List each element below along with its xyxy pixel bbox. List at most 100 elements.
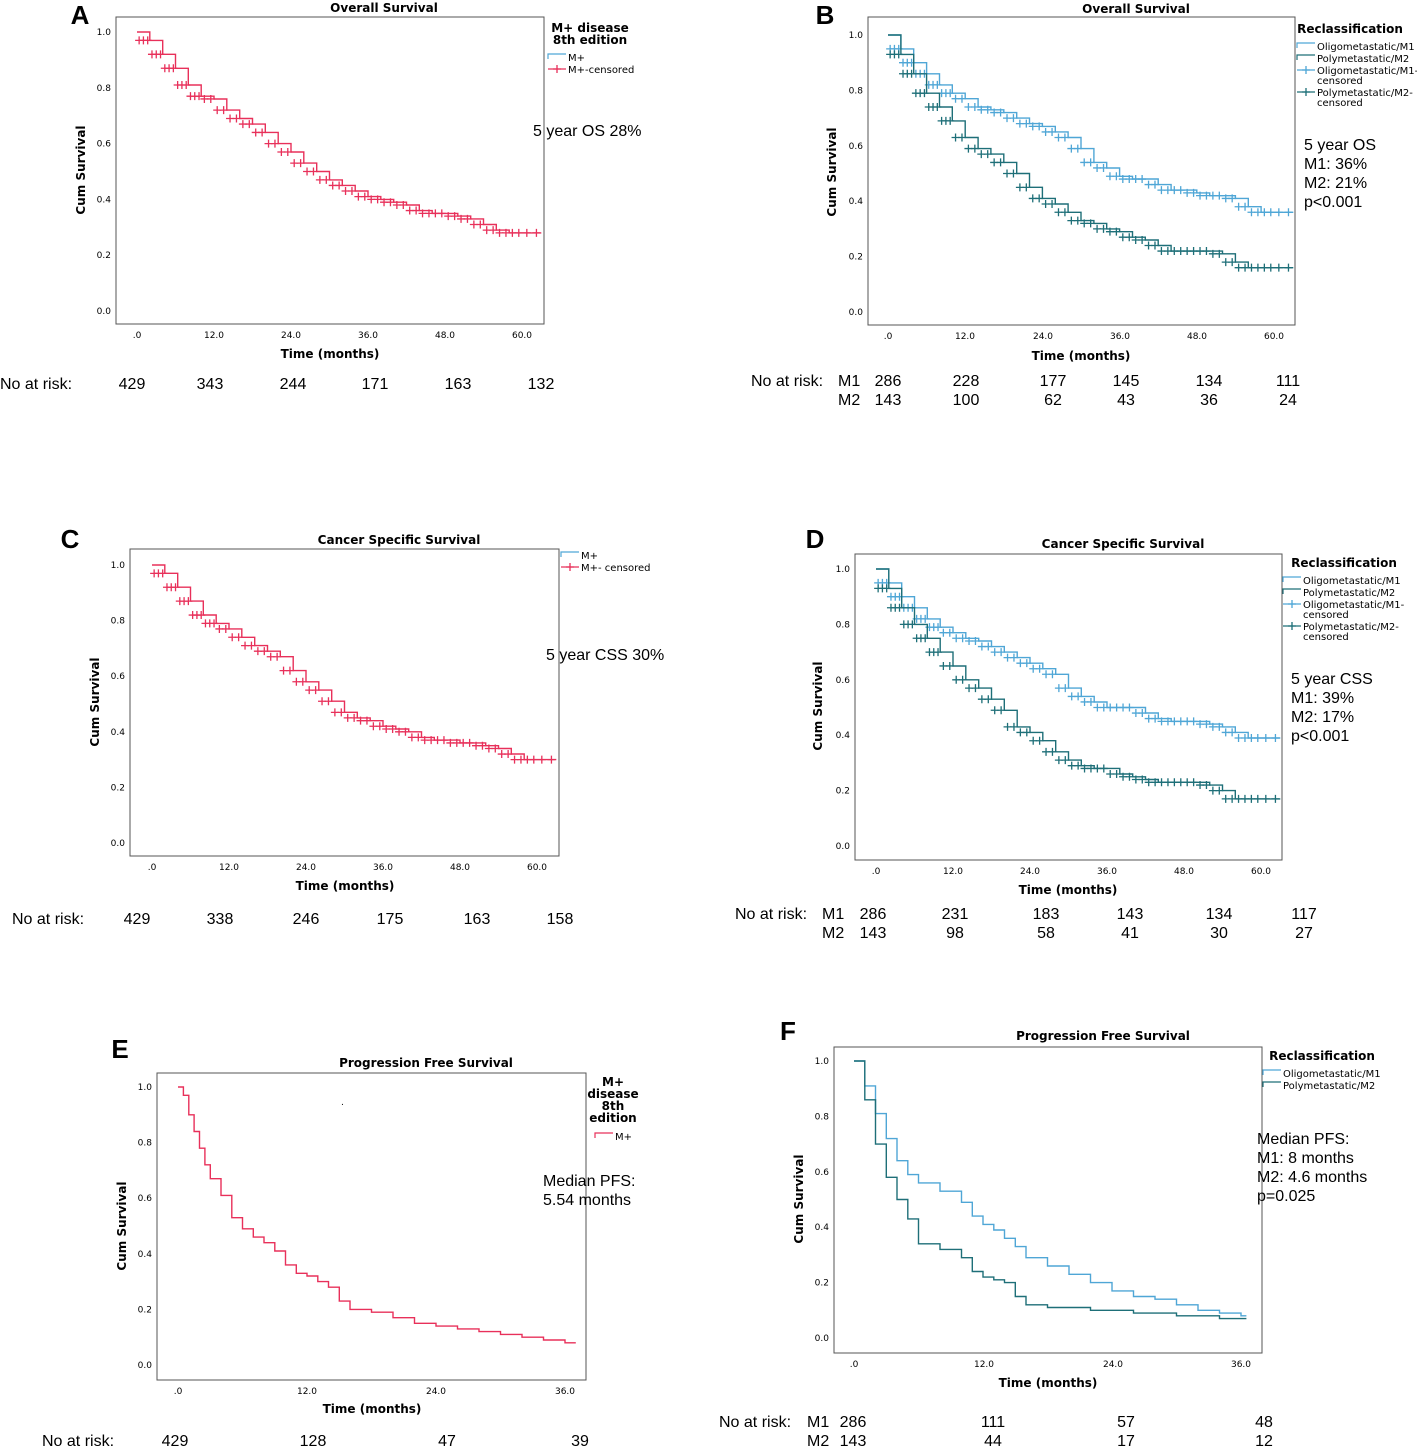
censor-mark [414, 733, 423, 742]
censor-mark [347, 187, 356, 196]
legend-title: 8th edition [553, 33, 627, 47]
legend-swatch [1282, 588, 1301, 594]
y-tick-label: 0.0 [836, 842, 851, 852]
plot-frame [867, 16, 1296, 326]
censor-mark [537, 755, 546, 764]
x-tick-label: .0 [148, 863, 157, 873]
censor-mark [184, 597, 193, 606]
x-tick-label: 12.0 [204, 331, 224, 341]
y-axis-label: Cum Survival [825, 127, 839, 216]
censor-mark [1112, 172, 1121, 181]
y-tick-label: 0.8 [849, 86, 864, 96]
y-tick-label: 0.0 [138, 1361, 153, 1371]
censor-mark [1048, 747, 1057, 756]
censor-mark [1061, 756, 1070, 765]
censor-mark [970, 103, 979, 112]
risk-count: 30 [1210, 925, 1228, 942]
censor-mark [476, 220, 485, 229]
censor-mark [958, 634, 967, 643]
risk-count: 27 [1295, 925, 1313, 942]
x-tick-label: 36.0 [358, 331, 378, 341]
risk-count: 57 [1117, 1414, 1135, 1431]
legend-swatch [547, 53, 566, 59]
censor-mark [1022, 659, 1031, 668]
legend-swatch [1296, 42, 1315, 48]
censor-mark [958, 675, 967, 684]
legend-label: M+ [568, 53, 585, 64]
risk-count: 163 [464, 911, 491, 928]
censor-mark [1074, 761, 1083, 770]
chart-title: Overall Survival [1082, 2, 1190, 16]
survival-curve-1 [137, 31, 542, 234]
risk-count: 429 [124, 911, 151, 928]
censor-mark [984, 642, 993, 651]
annotation: M1: 36% [1304, 156, 1367, 173]
y-tick-label: 1.0 [836, 565, 851, 575]
annotation: p<0.001 [1304, 194, 1362, 211]
chart-title: Overall Survival [330, 1, 438, 15]
censor-mark [1035, 122, 1044, 131]
x-axis-label: Time (months) [999, 1376, 1098, 1390]
x-tick-label: 36.0 [555, 1387, 575, 1397]
censor-mark [933, 103, 942, 112]
censor-mark [1261, 733, 1270, 742]
x-tick-label: 60.0 [1251, 867, 1271, 877]
censor-mark [1074, 692, 1083, 701]
legend-cross-icon [1302, 66, 1310, 74]
x-tick-label: 48.0 [450, 863, 470, 873]
y-tick-label: 0.2 [849, 253, 863, 263]
y-axis-label: Cum Survival [792, 1154, 806, 1243]
survival-curve-1 [888, 34, 1294, 213]
y-tick-label: 0.6 [111, 672, 126, 682]
risk-count: 143 [840, 1433, 867, 1446]
censor-mark [296, 159, 305, 168]
panel-a: .0 12.0 24.0 36.0 48.0 60.0 0.0 0.2 0.4 0.6 0.8 1.0… [0, 0, 642, 393]
y-tick-label: 0.0 [97, 307, 112, 317]
risk-label: No at risk: [751, 373, 823, 390]
censor-mark [247, 641, 256, 650]
censor-mark [1189, 778, 1198, 787]
y-axis-label: Cum Survival [811, 661, 825, 750]
censor-mark [1189, 188, 1198, 197]
censor-mark [1189, 717, 1198, 726]
risk-count: 163 [445, 376, 472, 393]
censor-mark [1271, 733, 1280, 742]
risk-count: 286 [875, 373, 902, 390]
legend-label: Polymetastatic/M2 [1303, 588, 1395, 599]
censor-mark [1125, 703, 1134, 712]
censor-mark [971, 637, 980, 646]
y-tick-label: 0.8 [97, 84, 112, 94]
censor-mark [463, 214, 472, 223]
x-tick-label: .0 [884, 332, 893, 342]
survival-curve-1 [876, 568, 1281, 739]
censor-mark [1125, 772, 1134, 781]
censor-mark [143, 36, 152, 45]
chart-title: Cancer Specific Survival [318, 533, 481, 547]
x-tick-label: 12.0 [297, 1387, 317, 1397]
annotation: M1: 8 months [1257, 1150, 1354, 1167]
censor-mark [388, 725, 397, 734]
censor-mark [1202, 781, 1211, 790]
censor-mark [245, 120, 254, 129]
y-tick-label: 0.8 [836, 620, 851, 630]
censor-mark [1176, 186, 1185, 195]
y-tick-label: 1.0 [138, 1083, 153, 1093]
censor-mark [360, 192, 369, 201]
censor-mark [1009, 169, 1018, 178]
plot-frame [854, 553, 1283, 861]
survival-curve-2 [854, 1060, 1247, 1320]
legend-swatch [1262, 1069, 1281, 1075]
censor-mark [1086, 219, 1095, 228]
censor-mark [1266, 208, 1275, 217]
risk-count: 286 [860, 906, 887, 923]
censor-mark [465, 738, 474, 747]
censor-mark [1073, 216, 1082, 225]
risk-count: 58 [1037, 925, 1055, 942]
x-tick-label: 24.0 [1020, 867, 1040, 877]
x-tick-label: 12.0 [955, 332, 975, 342]
risk-count: 17 [1117, 1433, 1135, 1446]
censor-mark [1112, 227, 1121, 236]
risk-label: No at risk: [0, 376, 72, 393]
censor-mark [946, 116, 955, 125]
